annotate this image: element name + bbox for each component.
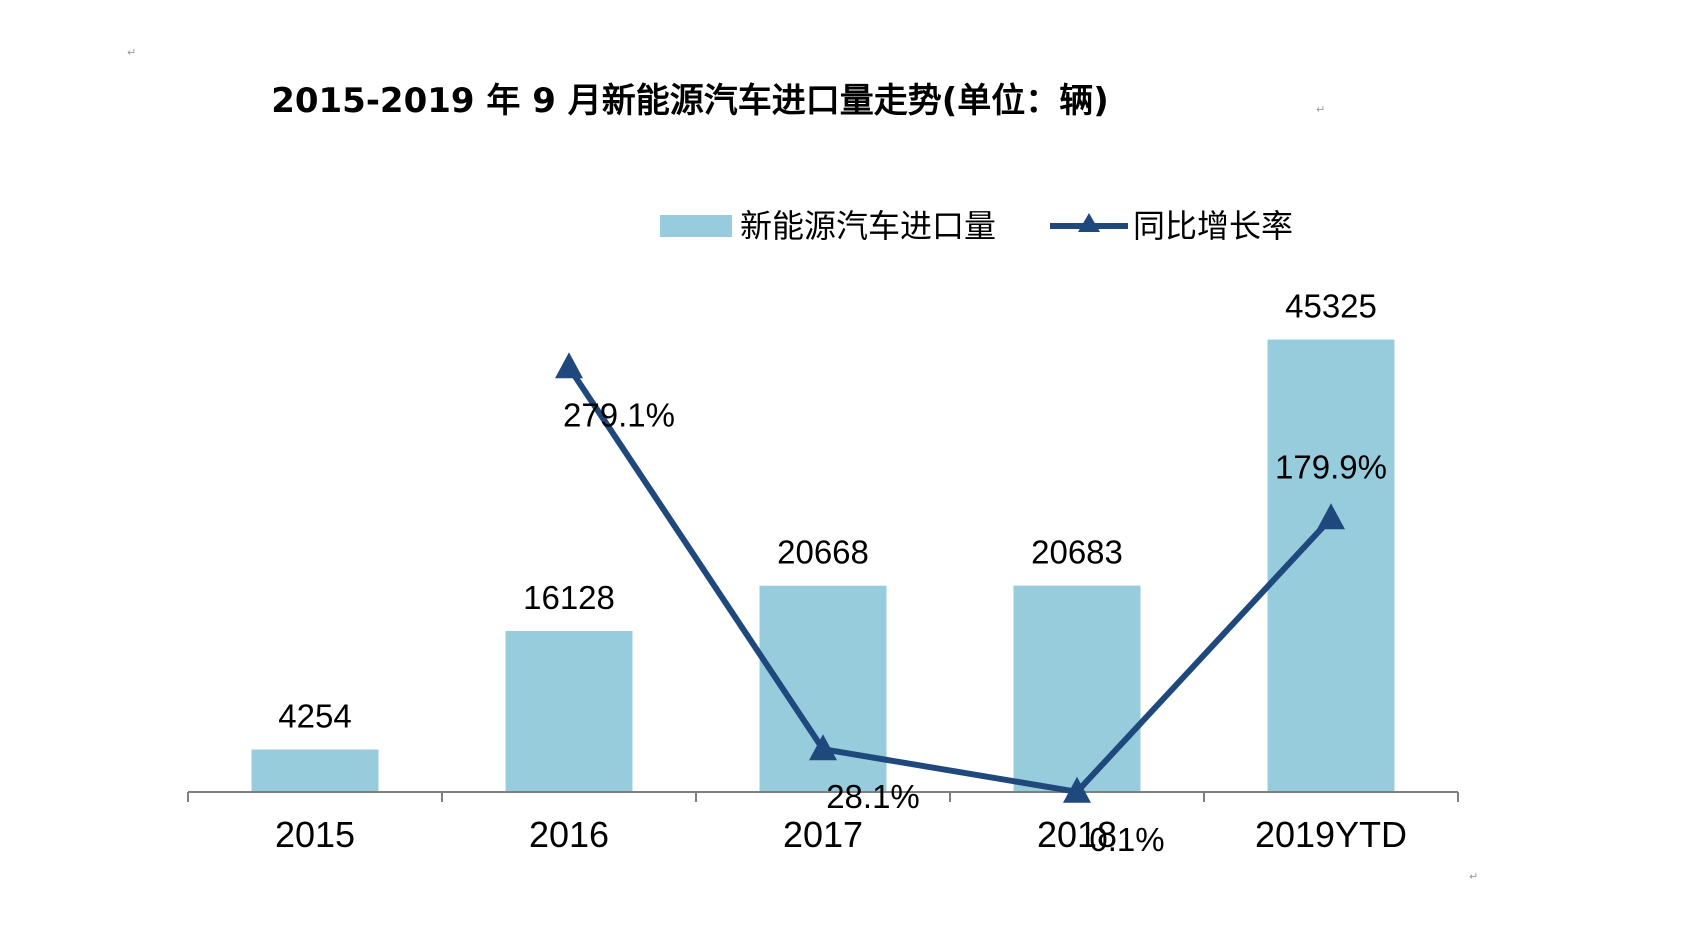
chart-title: 2015-2019 年 9 月新能源汽车进口量走势(单位：辆) [271,81,1109,121]
bar-value-label-2015: 4254 [278,698,351,735]
bar-2015 [251,749,379,792]
triangle-marker-icon-2018 [1063,776,1091,803]
bar-2017 [759,585,887,792]
legend-triangle-marker-icon [1078,213,1100,232]
growth-rate-label-2017: 28.1% [826,778,920,815]
paragraph-mark-icon: ↵ [1469,870,1478,883]
legend: 新能源汽车进口量 同比增长率 [660,207,1293,245]
legend-label-line: 同比增长率 [1133,207,1293,245]
paragraph-mark-icon: ↵ [1316,103,1325,116]
growth-rate-label-2016: 279.1% [563,396,675,433]
bar-value-label-2018: 20683 [1031,534,1123,571]
x-tick-label-2017: 2017 [783,814,863,855]
x-tick-labels: 2015 2016 2017 2018 2019YTD [275,814,1407,855]
bar-2016 [505,631,633,792]
growth-rate-label-2018: 0.1% [1089,821,1164,858]
x-tick-label-2019YTD: 2019YTD [1255,814,1407,855]
legend-swatch-bar [660,215,732,237]
bar-value-label-2016: 16128 [523,579,615,616]
triangle-marker-icon-2019YTD [1317,503,1345,530]
bar-value-label-2017: 20668 [777,534,869,571]
x-axis [187,791,1459,802]
growth-line-layer [555,352,1345,803]
bar-2018 [1013,585,1141,792]
x-tick-label-2015: 2015 [275,814,355,855]
legend-label-bar: 新能源汽车进口量 [740,207,996,245]
triangle-marker-icon-2017 [809,734,837,761]
triangle-marker-icon-2016 [555,352,583,379]
x-tick-label-2018: 2018 [1037,814,1117,855]
x-tick-label-2016: 2016 [529,814,609,855]
paragraph-mark-icon: ↵ [127,46,136,59]
growth-rate-line [566,365,1334,795]
data-labels-layer: 4254 16128 20668 20683 45325 279.1% 28.1% 0.1% 1… [278,288,1387,858]
bar-value-label-2019YTD: 45325 [1285,288,1377,325]
growth-rate-label-2019YTD: 179.9% [1275,448,1387,485]
